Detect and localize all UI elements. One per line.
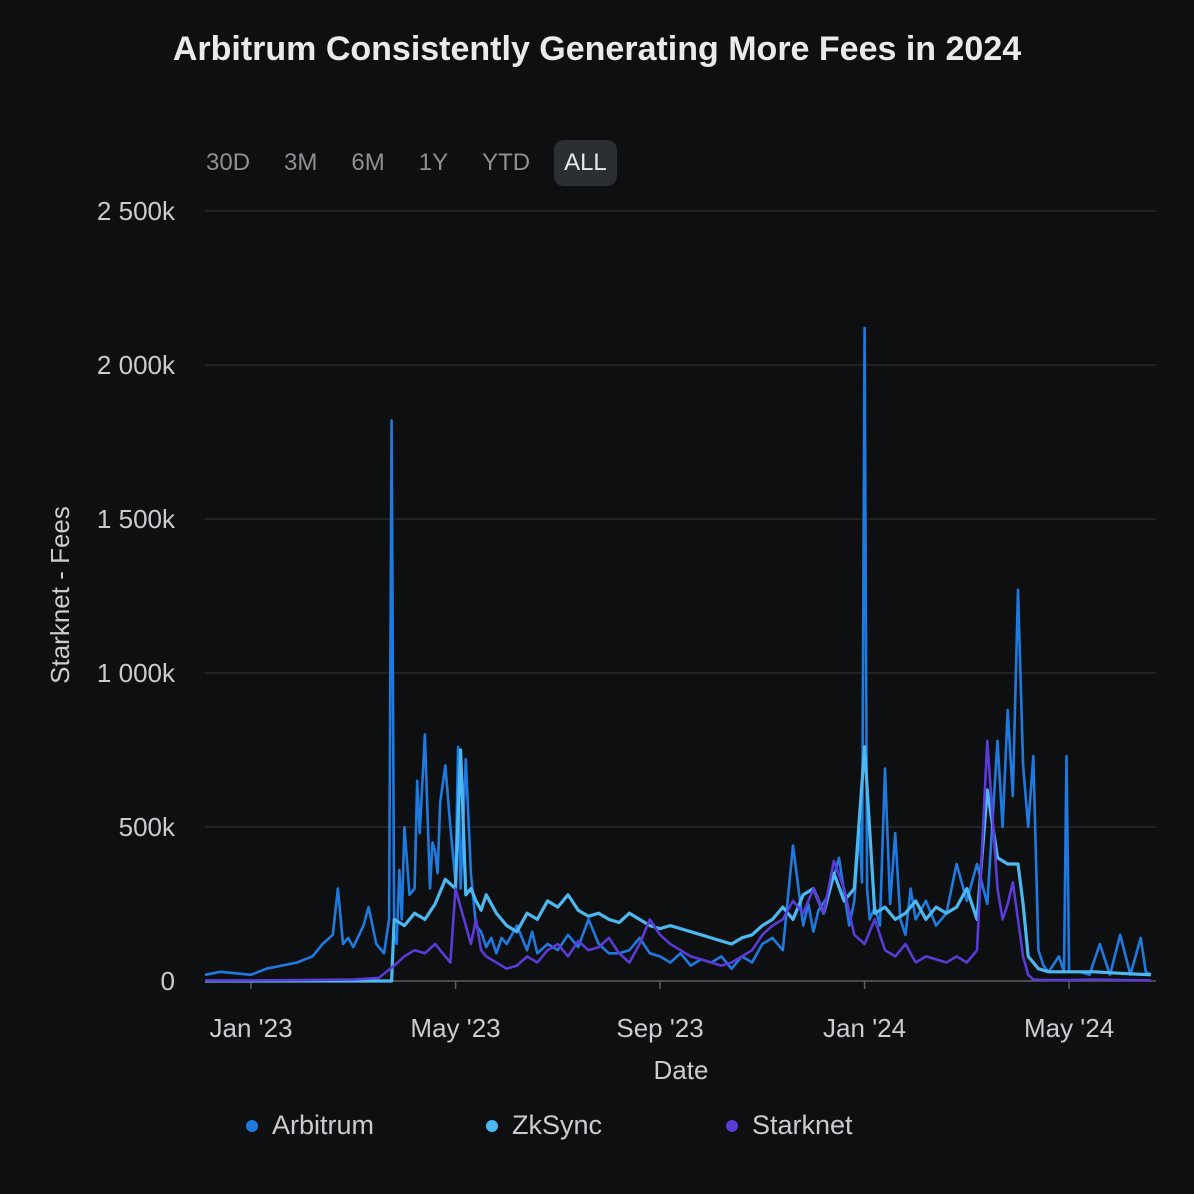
x-tick-label: Jan '23 — [210, 1013, 293, 1043]
y-tick-label: 1 000k — [97, 658, 176, 688]
range-button-1y[interactable]: 1Y — [418, 149, 449, 176]
y-tick-label: 500k — [119, 812, 176, 842]
range-button-all[interactable]: ALL — [554, 140, 617, 186]
legend-dot-icon — [246, 1119, 258, 1132]
legend-label: Arbitrum — [272, 1110, 375, 1140]
x-tick-label: May '23 — [410, 1013, 500, 1043]
range-button-ytd[interactable]: YTD — [482, 149, 531, 176]
legend-label: ZkSync — [512, 1110, 603, 1140]
range-button-6m[interactable]: 6M — [351, 149, 385, 176]
legend-item-zksync[interactable]: ZkSync — [486, 1110, 602, 1141]
series-line-zksync[interactable] — [205, 745, 1151, 983]
series-line-arbitrum[interactable] — [204, 326, 1152, 977]
legend-item-arbitrum[interactable]: Arbitrum — [246, 1110, 374, 1141]
series-line-starknet[interactable] — [205, 739, 1151, 982]
x-axis-label: Date — [654, 1055, 709, 1085]
chart-title: Arbitrum Consistently Generating More Fe… — [172, 30, 1022, 68]
y-axis-label: Starknet - Fees — [45, 506, 75, 684]
legend-dot-icon — [486, 1119, 498, 1132]
y-tick-label: 2 500k — [97, 196, 176, 226]
y-tick-label: 1 500k — [97, 504, 176, 534]
series-layer — [204, 326, 1152, 983]
x-tick-label: May '24 — [1024, 1013, 1114, 1043]
range-button-3m[interactable]: 3M — [284, 149, 318, 176]
x-axis: Jan '23 May '23 Sep '23 Jan '24 May '24 — [210, 981, 1114, 1043]
x-tick-label: Sep '23 — [616, 1013, 703, 1043]
x-tick-label: Jan '24 — [823, 1013, 906, 1043]
range-button-30d[interactable]: 30D — [206, 149, 251, 176]
y-tick-label: 0 — [161, 966, 175, 996]
y-axis: 0 500k 1 000k 1 500k 2 000k 2 500k — [97, 196, 176, 996]
range-selector: 30D 3M 6M 1Y YTD ALL — [196, 140, 631, 186]
legend-item-starknet[interactable]: Starknet — [726, 1110, 853, 1141]
y-tick-label: 2 000k — [97, 350, 176, 380]
legend-dot-icon — [726, 1119, 738, 1132]
legend-label: Starknet — [752, 1110, 853, 1140]
